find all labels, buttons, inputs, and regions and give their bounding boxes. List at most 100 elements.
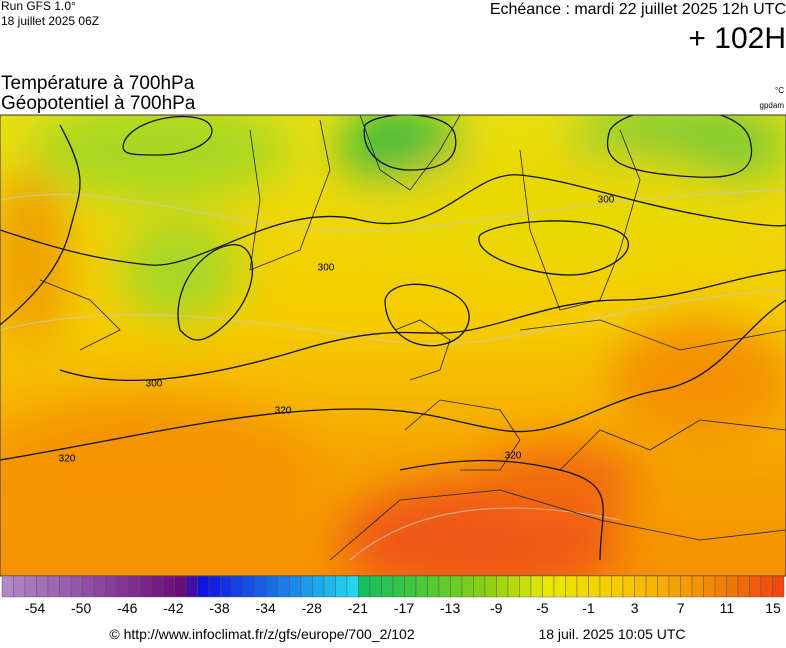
colorbar-swatch xyxy=(611,575,624,598)
colorbar-swatch xyxy=(622,575,635,598)
colorbar-swatch xyxy=(289,575,302,598)
colorbar-tick-label: -34 xyxy=(256,600,276,616)
colorbar-tick-label: -50 xyxy=(71,600,91,616)
colorbar-swatch xyxy=(105,575,118,598)
run-date: 18 juillet 2025 06Z xyxy=(1,14,99,28)
colorbar-tick-label: -21 xyxy=(348,600,368,616)
colorbar-swatch xyxy=(13,575,26,598)
colorbar-swatch xyxy=(726,575,739,598)
colorbar-swatch xyxy=(473,575,486,598)
title-geopotential: Géopotentiel à 700hPa xyxy=(1,93,196,114)
colorbar-tick-label: 3 xyxy=(631,600,639,616)
colorbar-swatch xyxy=(323,575,336,598)
run-label: Run GFS 1.0° xyxy=(1,0,76,13)
colorbar-swatch xyxy=(576,575,589,598)
colorbar-swatch xyxy=(461,575,474,598)
colorbar-swatch xyxy=(24,575,37,598)
colorbar-swatch xyxy=(116,575,129,598)
footer-timestamp: 18 juil. 2025 10:05 UTC xyxy=(538,626,685,642)
colorbar-tick-label: -9 xyxy=(490,600,503,616)
unit-temperature: °C xyxy=(775,86,784,95)
colorbar-swatch xyxy=(542,575,555,598)
colorbar-swatch xyxy=(496,575,509,598)
colorbar-tick-label: -1 xyxy=(582,600,595,616)
colorbar-swatch xyxy=(438,575,451,598)
colorbar-swatch xyxy=(93,575,106,598)
colorbar-tick-label: 11 xyxy=(720,600,735,616)
contour-label: 320 xyxy=(275,406,292,417)
colorbar-tick-label: -28 xyxy=(302,600,322,616)
colorbar-swatch xyxy=(208,575,221,598)
colorbar-swatch xyxy=(174,575,187,598)
colorbar-swatch xyxy=(634,575,647,598)
colorbar-swatch xyxy=(404,575,417,598)
colorbar-swatch xyxy=(82,575,95,598)
colorbar-swatch xyxy=(519,575,532,598)
contour-label: 300 xyxy=(146,379,163,390)
colorbar-swatch xyxy=(300,575,313,598)
colorbar-swatch xyxy=(507,575,520,598)
colorbar-swatch xyxy=(220,575,233,598)
colorbar-tick-label: -38 xyxy=(209,600,229,616)
colorbar-tick-label: -46 xyxy=(117,600,137,616)
colorbar-swatch xyxy=(231,575,244,598)
map-field: 300 300 300 320 320 320 xyxy=(0,115,786,576)
colorbar-swatch xyxy=(415,575,428,598)
colorbar-swatch xyxy=(392,575,405,598)
colorbar-swatch xyxy=(450,575,463,598)
colorbar-swatch xyxy=(760,575,773,598)
colorbar-tick-label: -13 xyxy=(440,600,460,616)
colorbar-swatch xyxy=(254,575,267,598)
colorbar-swatch xyxy=(565,575,578,598)
colorbar-swatch xyxy=(335,575,348,598)
colorbar-swatch xyxy=(277,575,290,598)
colorbar-swatch xyxy=(703,575,716,598)
colorbar-swatch xyxy=(312,575,325,598)
colorbar-swatch xyxy=(691,575,704,598)
colorbar-swatch xyxy=(162,575,175,598)
colorbar-swatch xyxy=(680,575,693,598)
colorbar: -54 -50 -46 -42 -38 -34 -28 -21 -17 -13 -9 -5 -1 3 7 11… xyxy=(1,575,785,616)
colorbar-swatch xyxy=(151,575,164,598)
colorbar-swatch xyxy=(243,575,256,598)
colorbar-swatch xyxy=(749,575,762,598)
colorbar-tick-label: -42 xyxy=(163,600,183,616)
colorbar-tick-label: 15 xyxy=(765,600,781,616)
unit-geopotential: gpdam xyxy=(760,101,785,110)
colorbar-tick-label: 7 xyxy=(677,600,685,616)
colorbar-tick-label: -5 xyxy=(536,600,549,616)
contour-label: 320 xyxy=(505,451,522,462)
contour-label: 320 xyxy=(59,454,76,465)
colorbar-swatch xyxy=(668,575,681,598)
colorbar-swatch xyxy=(381,575,394,598)
colorbar-swatch xyxy=(358,575,371,598)
colorbar-swatch xyxy=(59,575,72,598)
colorbar-swatch xyxy=(645,575,658,598)
colorbar-swatch xyxy=(36,575,49,598)
colorbar-swatch xyxy=(47,575,60,598)
colorbar-swatch xyxy=(530,575,543,598)
colorbar-swatch xyxy=(70,575,83,598)
title-temperature: Température à 700hPa xyxy=(1,73,195,94)
contour-label: 300 xyxy=(598,195,615,206)
colorbar-swatch xyxy=(737,575,750,598)
colorbar-swatch xyxy=(553,575,566,598)
forecast-time: Echéance : mardi 22 juillet 2025 12h UTC xyxy=(490,1,786,18)
colorbar-swatch xyxy=(346,575,359,598)
colorbar-swatch xyxy=(197,575,210,598)
colorbar-swatch xyxy=(484,575,497,598)
colorbar-swatch xyxy=(427,575,440,598)
footer-url: © http://www.infoclimat.fr/z/gfs/europe/… xyxy=(109,626,414,642)
colorbar-swatch xyxy=(1,575,14,598)
colorbar-swatch xyxy=(772,575,785,598)
colorbar-swatch xyxy=(369,575,382,598)
colorbar-swatch xyxy=(185,575,198,598)
colorbar-swatch xyxy=(128,575,141,598)
lead-time: + 102H xyxy=(688,22,786,55)
colorbar-swatch xyxy=(588,575,601,598)
colorbar-swatch xyxy=(657,575,670,598)
contour-label: 300 xyxy=(318,263,335,274)
colorbar-swatch xyxy=(714,575,727,598)
